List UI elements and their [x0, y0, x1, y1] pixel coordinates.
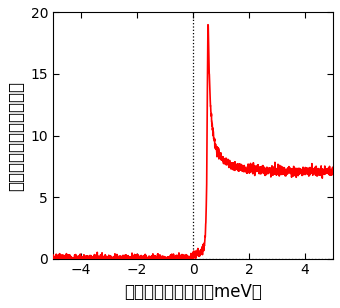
Y-axis label: トンネルコンダクタンス: トンネルコンダクタンス [7, 80, 25, 191]
X-axis label: 電子のエネルギー（meV）: 電子のエネルギー（meV） [124, 283, 262, 301]
